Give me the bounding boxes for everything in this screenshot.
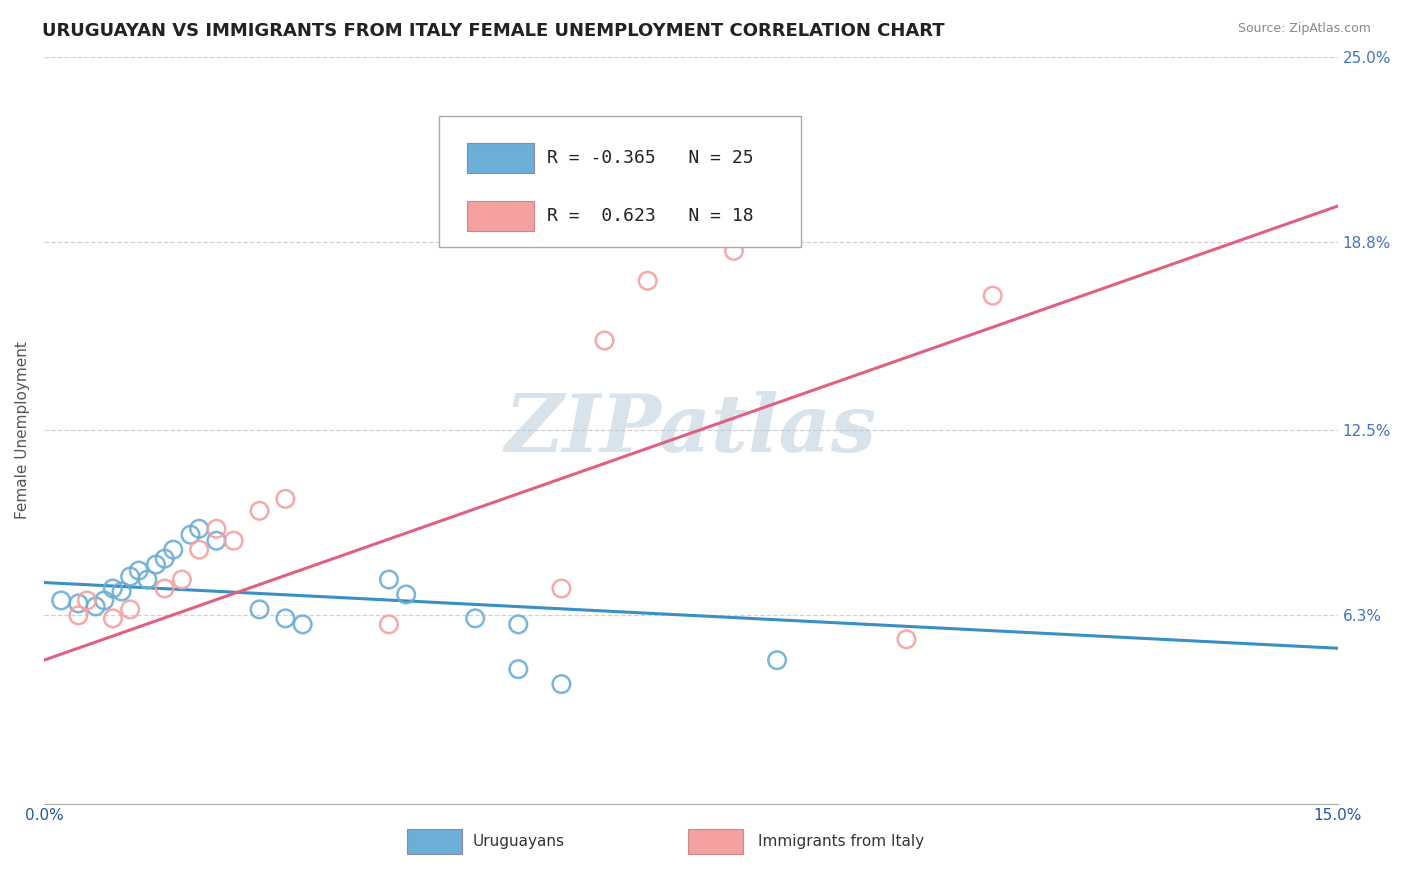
Point: [291, 617, 314, 632]
Point: [145, 558, 167, 572]
Point: [249, 602, 271, 616]
Point: [205, 533, 228, 548]
Point: [93, 593, 115, 607]
Point: [550, 677, 572, 691]
Point: [395, 587, 418, 601]
Point: [593, 334, 616, 348]
Point: [67, 597, 90, 611]
FancyBboxPatch shape: [467, 201, 534, 231]
Point: [120, 602, 142, 616]
Point: [101, 582, 124, 596]
FancyBboxPatch shape: [467, 144, 534, 173]
Text: URUGUAYAN VS IMMIGRANTS FROM ITALY FEMALE UNEMPLOYMENT CORRELATION CHART: URUGUAYAN VS IMMIGRANTS FROM ITALY FEMAL…: [42, 22, 945, 40]
Point: [274, 491, 297, 506]
Text: R = -0.365   N = 25: R = -0.365 N = 25: [547, 149, 754, 168]
Point: [723, 244, 745, 258]
Point: [637, 274, 659, 288]
Point: [110, 584, 132, 599]
Point: [205, 522, 228, 536]
Point: [49, 593, 72, 607]
Point: [188, 522, 211, 536]
Point: [170, 573, 193, 587]
Point: [120, 569, 142, 583]
Point: [76, 593, 98, 607]
Point: [378, 573, 401, 587]
Point: [128, 564, 150, 578]
Point: [508, 662, 530, 676]
Point: [550, 582, 572, 596]
Point: [464, 611, 486, 625]
Point: [101, 611, 124, 625]
Point: [896, 632, 918, 647]
Point: [766, 653, 789, 667]
Point: [981, 289, 1004, 303]
Y-axis label: Female Unemployment: Female Unemployment: [15, 342, 30, 519]
Point: [222, 533, 245, 548]
Text: Source: ZipAtlas.com: Source: ZipAtlas.com: [1237, 22, 1371, 36]
Point: [162, 542, 184, 557]
Text: ZIPatlas: ZIPatlas: [505, 392, 877, 469]
Point: [180, 527, 202, 541]
Point: [84, 599, 107, 614]
FancyBboxPatch shape: [439, 117, 801, 247]
Point: [67, 608, 90, 623]
Text: Immigrants from Italy: Immigrants from Italy: [758, 835, 924, 849]
Point: [249, 504, 271, 518]
Point: [153, 582, 176, 596]
Point: [136, 573, 159, 587]
Point: [188, 542, 211, 557]
Point: [274, 611, 297, 625]
Text: Uruguayans: Uruguayans: [472, 835, 565, 849]
Text: R =  0.623   N = 18: R = 0.623 N = 18: [547, 207, 754, 225]
Point: [153, 551, 176, 566]
Point: [378, 617, 401, 632]
Point: [508, 617, 530, 632]
